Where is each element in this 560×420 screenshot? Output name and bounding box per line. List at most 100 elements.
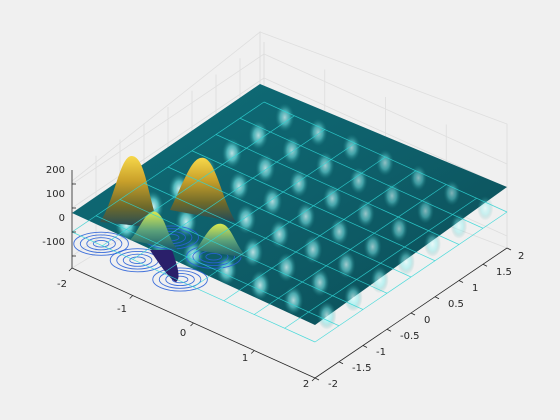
surface-ripple	[317, 301, 337, 330]
surface-ripple	[322, 184, 342, 213]
axis-ticks	[68, 183, 512, 382]
surface-ripple	[243, 237, 264, 267]
y-tick-labels: -2 -1.5 -1 -0.5 0 0.5 1 1.5 2	[328, 251, 524, 390]
surface-ripple	[336, 250, 356, 279]
y-tick	[362, 345, 368, 348]
y-tick	[458, 280, 464, 283]
y-tick	[314, 377, 320, 381]
surface-ripple	[329, 217, 349, 246]
z-tick-label: -100	[42, 237, 65, 248]
mesh-line-x	[284, 197, 477, 329]
surface-ripple	[342, 134, 361, 162]
surface-ripple	[296, 202, 316, 231]
surface-peak-1	[100, 155, 160, 228]
surface-ripple	[289, 169, 309, 198]
surface-ripple	[397, 248, 415, 276]
mesh-line-x	[132, 129, 325, 260]
surface-ripple	[376, 149, 394, 177]
contour-ring	[86, 237, 116, 251]
surface-ripple	[390, 215, 408, 243]
surface-ripple	[276, 252, 297, 282]
x-tick-label: 1	[242, 353, 248, 364]
surface-ripple	[303, 235, 323, 264]
x-tick-label: 2	[303, 379, 309, 390]
y-tick	[338, 361, 344, 365]
surface-ripple	[248, 120, 269, 150]
contour-ring	[92, 239, 110, 248]
x-tick	[190, 322, 194, 327]
mesh-line-x	[71, 101, 265, 233]
y-tick-label: 2	[518, 251, 524, 262]
surface-peak-4	[196, 223, 248, 258]
y-tick-label: -1	[376, 347, 386, 358]
y-tick	[410, 312, 416, 316]
contour-ring	[158, 270, 202, 289]
mesh-line-x	[314, 211, 508, 343]
surface-ripple	[221, 138, 242, 168]
x-tick-labels: -2 -1 0 1 2	[57, 279, 309, 390]
surface-peak-3	[130, 211, 178, 250]
x-tick	[68, 267, 73, 272]
contour-ring	[122, 253, 153, 267]
surface-ripple	[275, 103, 295, 132]
z-tick-label: 100	[46, 189, 65, 200]
surface-ripple	[269, 219, 290, 249]
y-tick-label: -0.5	[400, 331, 420, 342]
mesh-line-x	[162, 142, 356, 274]
x-tick-label: -2	[57, 279, 67, 290]
x-tick	[129, 295, 134, 299]
surface-ripple	[315, 151, 335, 180]
surface-ripple	[356, 200, 375, 228]
surface-ripple	[423, 231, 441, 257]
x-tick	[311, 377, 316, 382]
x-tick	[250, 350, 255, 354]
x-tick-label: -1	[117, 304, 127, 315]
z-tick-label: 200	[46, 165, 65, 176]
surface-ripple	[363, 233, 382, 261]
axes	[68, 170, 512, 382]
y-tick-label: 1.5	[496, 267, 512, 278]
surface-ripple	[343, 283, 363, 312]
surface-ripple	[262, 186, 283, 216]
mesh-line-x	[193, 156, 386, 288]
surface-peak-2	[170, 157, 236, 222]
y-tick-label: 1	[472, 283, 478, 294]
surface-ripple	[443, 180, 461, 206]
surface-ripple	[216, 254, 237, 286]
y-tick	[434, 296, 440, 300]
y-tick	[506, 247, 512, 251]
contour-ring	[165, 273, 195, 287]
surface-ripple	[282, 136, 302, 165]
z-tick-labels: 200 100 0 -100	[42, 165, 65, 248]
contour-ring	[152, 267, 208, 292]
y-tick-label: 0	[424, 315, 430, 326]
mesh-line-x	[223, 170, 417, 302]
surface-group	[71, 84, 508, 343]
x-tick-label: 0	[180, 328, 186, 339]
surface-ripple	[255, 153, 276, 183]
contour-ring	[73, 231, 129, 256]
y-tick-label: -1.5	[352, 363, 372, 374]
contour-ring	[79, 234, 123, 253]
surface-ripple	[228, 171, 249, 201]
contour-ring	[205, 252, 222, 261]
y-tick-label: -2	[328, 379, 338, 390]
surface-ripple	[477, 195, 494, 221]
surface-ripple	[283, 285, 304, 315]
surface-ripple	[250, 270, 271, 301]
surface-ripple	[450, 213, 468, 239]
z-tick-label: 0	[59, 213, 65, 224]
contour-ring	[129, 256, 146, 265]
surface-ripple	[236, 204, 256, 234]
surface-ripple	[310, 268, 330, 297]
y-tick	[482, 263, 488, 267]
y-tick	[386, 328, 392, 332]
surface-ripple	[370, 266, 389, 294]
surface-mesh	[71, 101, 508, 343]
mesh-line-x	[254, 184, 447, 315]
mesh-line-x	[102, 115, 295, 247]
surface-ripple	[308, 118, 328, 147]
y-tick-label: 0.5	[448, 299, 464, 310]
surface-trough	[150, 250, 179, 282]
